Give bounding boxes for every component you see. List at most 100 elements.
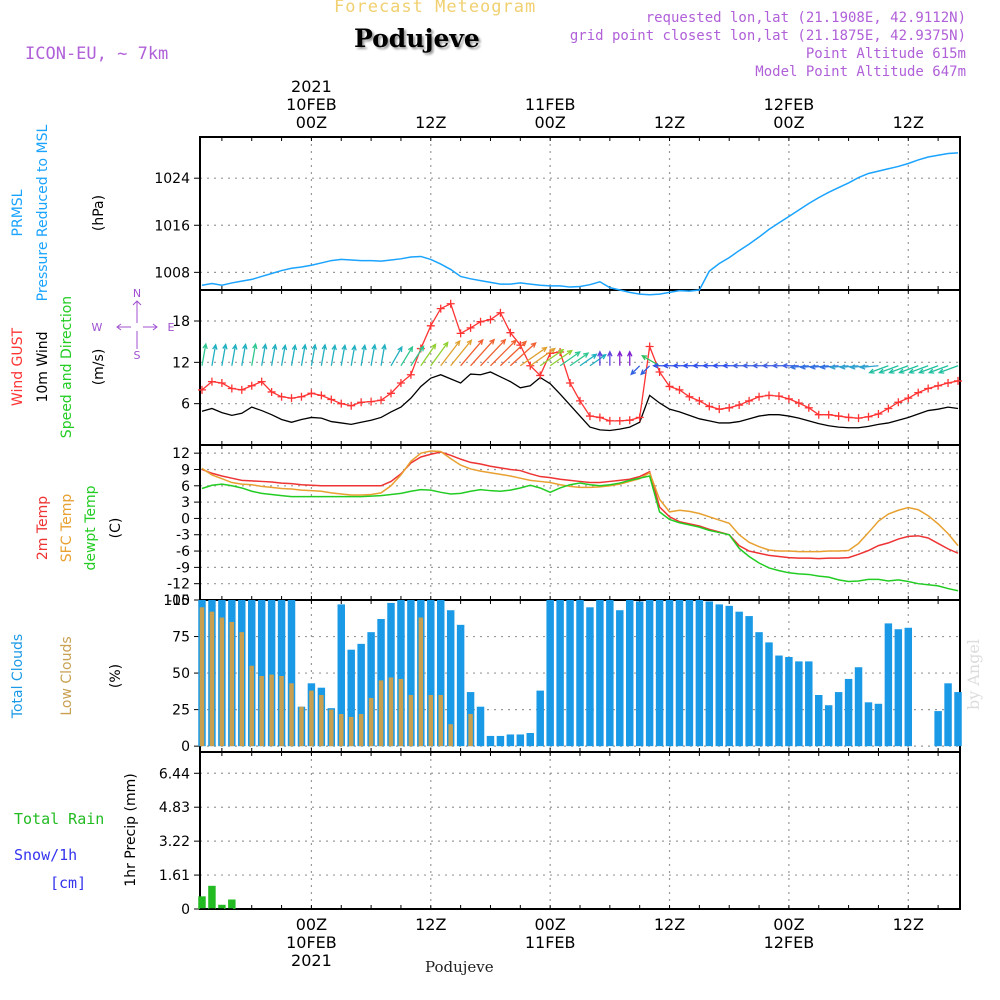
wind-direction-arrow <box>201 342 208 366</box>
cloud-low-bar <box>428 695 434 747</box>
footer-location: Podujeve <box>425 958 494 976</box>
cloud-total-bar <box>655 600 664 747</box>
cloud-total-bar <box>337 604 345 747</box>
wind-gust-marker <box>874 410 883 418</box>
cloud-low-bar <box>199 607 205 747</box>
bottom-time-label: 11FEB <box>525 933 576 952</box>
compass-s: S <box>134 349 141 362</box>
cloud-total-bar <box>446 610 455 747</box>
temp-ylabel: (C) <box>108 518 124 539</box>
wind-gust-marker <box>377 396 386 405</box>
wind-direction-arrow <box>607 350 613 366</box>
wind-speed-line <box>201 371 959 432</box>
precip-ytick-label: 1.61 <box>159 868 190 884</box>
top-time-label: 2021 <box>291 77 332 96</box>
wind-gust-marker <box>794 398 803 407</box>
wind-gust-marker <box>217 379 226 387</box>
precip-frame <box>199 751 961 910</box>
temperature-ytick-label: 3 <box>181 495 190 511</box>
wind-direction-arrow <box>330 343 337 366</box>
temperature-ytick-label: -6 <box>176 544 190 560</box>
wind-direction-arrow <box>888 365 909 374</box>
cloud-total-bar <box>556 600 564 747</box>
wind-label-gust: Wind GUST <box>10 327 26 406</box>
precip-ytick-label: 3.22 <box>159 834 190 850</box>
wind-gust-marker <box>685 392 694 401</box>
wind-gust-marker <box>386 389 395 398</box>
pressure-ytick-label: 1024 <box>154 171 190 187</box>
wind-gust-marker <box>536 371 545 380</box>
wind-direction-arrow <box>420 343 437 367</box>
wind-direction-arrow <box>300 343 308 366</box>
pressure-label-prmsl: PRMSL <box>10 189 26 236</box>
gridpoint-coords: grid point closest lon,lat (21.1875E, 42… <box>569 28 966 44</box>
wind-gust-marker <box>934 381 943 390</box>
compass-n: N <box>133 287 141 300</box>
wind-direction-arrow <box>589 353 607 367</box>
cloud-total-bar <box>894 629 903 747</box>
wind-direction-arrow <box>809 364 829 370</box>
wind-gust-marker <box>695 396 704 405</box>
wind-direction-arrow <box>241 343 248 366</box>
wind-direction-arrow <box>839 364 859 370</box>
cloud-total-bar <box>904 627 913 747</box>
cloud-low-bar <box>408 695 414 747</box>
wind-gust-marker <box>367 397 376 406</box>
cloud-total-bar <box>834 692 843 747</box>
wind-gust-marker <box>247 381 256 390</box>
wind-direction-arrow <box>410 345 425 367</box>
model-altitude: Model Point Altitude 647m <box>755 64 966 80</box>
wind-direction-arrow <box>539 348 565 367</box>
wind-direction-arrow <box>370 343 377 366</box>
wind-direction-arrow <box>470 338 496 367</box>
wind-gust-marker <box>615 416 624 425</box>
cloud-low-bar <box>229 621 235 747</box>
precip-rain-bar <box>208 885 216 909</box>
cloud-low-bar <box>209 611 215 747</box>
cloud-total-bar <box>357 643 365 747</box>
wind-gust-marker <box>665 382 674 391</box>
cloud-total-bar <box>566 600 574 747</box>
wind-direction-arrow <box>280 343 288 366</box>
cloud-total-bar <box>815 695 823 747</box>
wind-direction-arrow <box>917 365 939 374</box>
wind-gust-marker <box>655 367 664 376</box>
top-time-label: 12Z <box>415 113 446 132</box>
wind-gust-marker <box>566 379 575 387</box>
wind-direction-arrow <box>617 350 623 366</box>
cloud-label-total: Total Clouds <box>10 634 26 719</box>
wind-gust-marker <box>307 389 316 398</box>
temperature-ytick-label: 9 <box>181 462 190 478</box>
wind-gust-marker <box>745 396 754 405</box>
point-altitude: Point Altitude 615m <box>805 46 966 62</box>
cloud-ylabel: (%) <box>108 664 124 688</box>
wind-direction-arrow <box>509 342 537 367</box>
cloud-total-bar <box>705 601 714 747</box>
temperature-ytick-label: -15 <box>167 593 190 609</box>
cloud-total-bar <box>486 735 495 747</box>
pressure-line <box>201 152 959 296</box>
cloud-total-bar <box>387 602 395 747</box>
wind-gust-marker <box>954 376 963 385</box>
cloud-low-bar <box>339 714 344 747</box>
temperature-ytick-label: 12 <box>172 446 190 462</box>
wind-direction-arrow <box>350 344 357 366</box>
bottom-time-label: 12Z <box>893 915 924 934</box>
wind-gust-marker <box>774 392 783 401</box>
wind-gust-marker <box>317 391 326 400</box>
cloud-total-bar <box>954 692 962 747</box>
wind-gust-marker <box>675 385 684 394</box>
wind-direction-arrow <box>898 365 919 374</box>
wind-direction-arrow <box>519 346 548 367</box>
wind-gust-marker <box>894 398 903 407</box>
top-time-label: 12Z <box>893 113 924 132</box>
wind-gust-marker <box>396 379 405 387</box>
top-time-label: 12Z <box>654 113 685 132</box>
wind-gust-marker <box>476 317 485 326</box>
cloud-total-bar <box>257 600 266 747</box>
cloud-low-bar <box>329 709 334 747</box>
cloud-total-bar <box>864 702 873 747</box>
wind-gust-marker <box>287 394 296 403</box>
wind-direction-arrow <box>290 343 298 366</box>
precip-label-rain: Total Rain <box>14 810 104 828</box>
